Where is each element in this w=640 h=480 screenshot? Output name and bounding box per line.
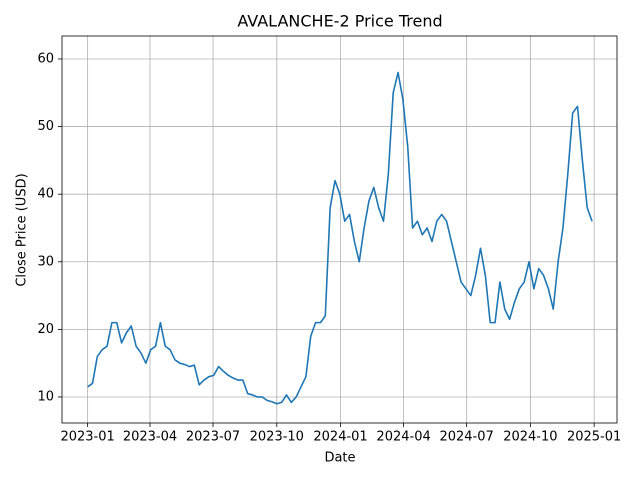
y-tick-label: 20 [37, 322, 54, 337]
y-tick-label: 50 [37, 119, 54, 134]
y-tick-label: 30 [37, 254, 54, 269]
x-axis-label: Date [324, 451, 355, 466]
x-tick-label: 2024-07 [439, 430, 493, 445]
x-tick-label: 2023-01 [60, 430, 114, 445]
price-line [87, 71, 593, 405]
x-tick-label: 2023-04 [123, 430, 177, 445]
x-tick-label: 2023-07 [186, 430, 240, 445]
y-tick-label: 60 [37, 51, 54, 66]
x-tick-label: 2023-10 [250, 430, 304, 445]
y-tick-label: 40 [37, 187, 54, 202]
x-tick-label: 2024-10 [503, 430, 557, 445]
y-axis-label: Close Price (USD) [15, 173, 30, 286]
x-tick-label: 2024-01 [313, 430, 367, 445]
chart-title: AVALANCHE-2 Price Trend [237, 12, 442, 31]
x-tick-label: 2024-04 [376, 430, 430, 445]
y-tick-label: 10 [37, 389, 54, 404]
axes-frame [61, 35, 618, 424]
x-tick-label: 2025-01 [567, 430, 621, 445]
